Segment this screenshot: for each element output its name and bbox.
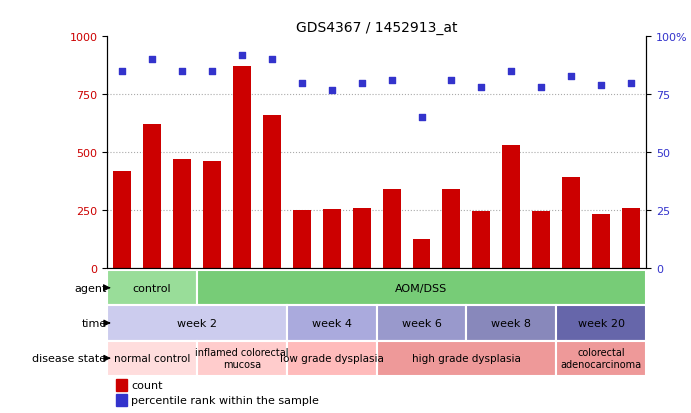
Text: inflamed colorectal
mucosa: inflamed colorectal mucosa — [195, 347, 289, 369]
Point — [625, 80, 636, 87]
Bar — [287, 341, 377, 376]
Bar — [287, 306, 377, 341]
Bar — [502, 146, 520, 268]
Point — [266, 57, 277, 64]
Bar — [383, 190, 401, 268]
Point — [506, 69, 517, 75]
Text: high grade dysplasia: high grade dysplasia — [412, 353, 521, 363]
Text: agent: agent — [74, 283, 106, 293]
Bar — [203, 162, 221, 268]
Bar — [592, 214, 610, 268]
Text: week 8: week 8 — [491, 318, 531, 328]
Text: time: time — [82, 318, 106, 328]
Bar — [116, 379, 126, 391]
Point — [236, 52, 247, 59]
Point — [117, 69, 128, 75]
Text: normal control: normal control — [114, 353, 190, 363]
Point — [356, 80, 367, 87]
Point — [386, 78, 397, 84]
Bar — [107, 271, 197, 306]
Bar — [413, 240, 430, 268]
Title: GDS4367 / 1452913_at: GDS4367 / 1452913_at — [296, 21, 457, 35]
Bar — [622, 208, 640, 268]
Bar — [107, 341, 197, 376]
Bar — [556, 306, 646, 341]
Bar — [377, 306, 466, 341]
Text: low grade dysplasia: low grade dysplasia — [280, 353, 384, 363]
Bar — [233, 67, 251, 268]
Bar — [293, 211, 311, 268]
Bar — [473, 212, 491, 268]
Text: week 4: week 4 — [312, 318, 352, 328]
Point — [566, 73, 577, 80]
Bar — [556, 341, 646, 376]
Bar — [116, 394, 126, 406]
Point — [176, 69, 187, 75]
Point — [296, 80, 307, 87]
Bar — [323, 209, 341, 268]
Text: colorectal
adenocarcinoma: colorectal adenocarcinoma — [560, 347, 642, 369]
Text: week 6: week 6 — [401, 318, 442, 328]
Bar — [377, 341, 556, 376]
Text: week 2: week 2 — [177, 318, 217, 328]
Text: AOM/DSS: AOM/DSS — [395, 283, 448, 293]
Text: control: control — [133, 283, 171, 293]
Point — [146, 57, 158, 64]
Bar — [466, 306, 556, 341]
Point — [476, 85, 487, 91]
Text: count: count — [131, 380, 162, 390]
Bar — [532, 212, 550, 268]
Point — [416, 115, 427, 121]
Text: week 20: week 20 — [578, 318, 625, 328]
Bar — [352, 208, 370, 268]
Bar — [143, 125, 161, 268]
Point — [207, 69, 218, 75]
Point — [326, 87, 337, 94]
Text: percentile rank within the sample: percentile rank within the sample — [131, 395, 319, 405]
Point — [536, 85, 547, 91]
Point — [596, 83, 607, 89]
Point — [446, 78, 457, 84]
Bar — [113, 171, 131, 268]
Bar — [263, 116, 281, 268]
Bar — [107, 306, 287, 341]
Text: disease state: disease state — [32, 353, 106, 363]
Bar — [173, 160, 191, 268]
Bar — [442, 190, 460, 268]
Bar — [562, 177, 580, 268]
Bar — [197, 341, 287, 376]
Bar — [197, 271, 646, 306]
